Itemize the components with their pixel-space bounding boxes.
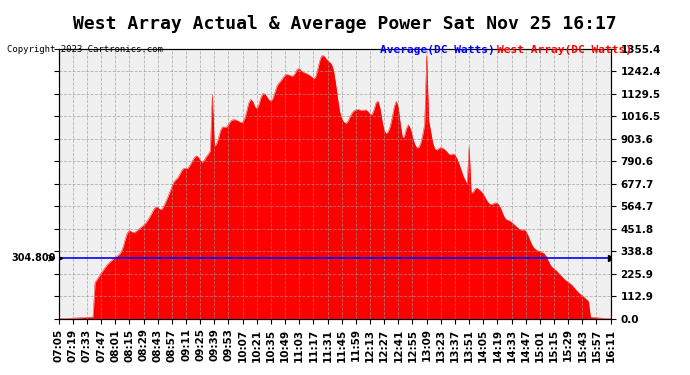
Text: Copyright 2023 Cartronics.com: Copyright 2023 Cartronics.com	[7, 45, 163, 54]
Text: 304.800: 304.800	[12, 253, 56, 263]
Text: West Array Actual & Average Power Sat Nov 25 16:17: West Array Actual & Average Power Sat No…	[73, 15, 617, 33]
Text: West Array(DC Watts): West Array(DC Watts)	[497, 45, 632, 55]
Text: Average(DC Watts): Average(DC Watts)	[380, 45, 494, 55]
